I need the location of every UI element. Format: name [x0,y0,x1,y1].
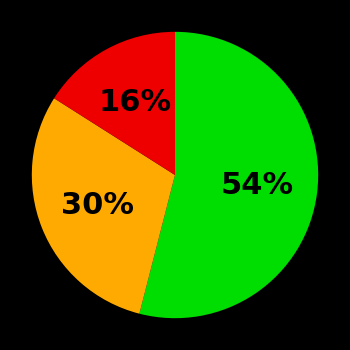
Wedge shape [32,98,175,314]
Wedge shape [54,32,175,175]
Text: 16%: 16% [98,88,172,117]
Text: 30%: 30% [61,191,134,220]
Wedge shape [139,32,318,318]
Text: 54%: 54% [221,171,294,200]
